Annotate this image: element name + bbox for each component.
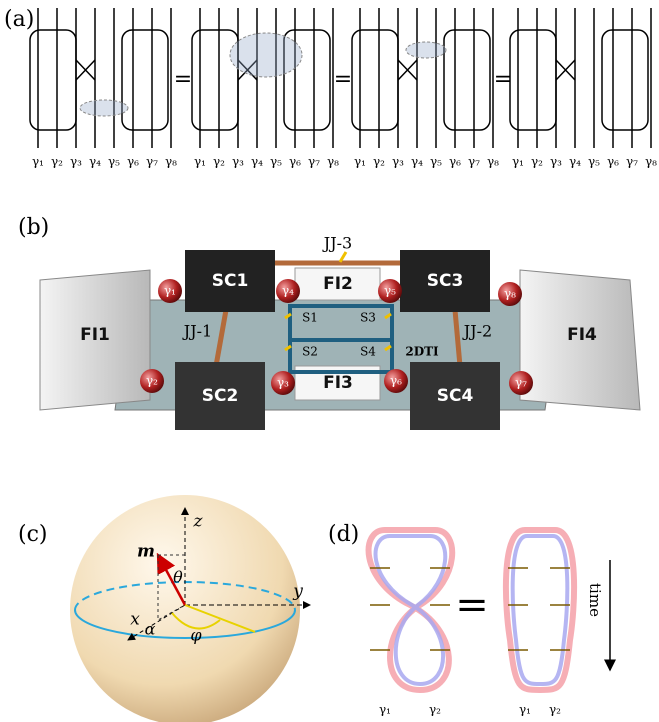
crossing — [556, 60, 575, 80]
braid-box — [122, 30, 168, 130]
angle-label: φ — [190, 626, 202, 645]
braid-box — [444, 30, 490, 130]
gamma-label: γ₆ — [607, 155, 619, 169]
gamma-label: γ₇ — [626, 155, 638, 169]
junction-label: JJ-2 — [462, 322, 492, 341]
majorana-label: γ₇ — [515, 376, 527, 390]
gamma-label: γ₃ — [70, 155, 82, 169]
gamma-label: γ₁ — [194, 155, 206, 169]
panel-label: (b) — [18, 215, 49, 240]
braid-box — [30, 30, 76, 130]
gamma-label: γ₈ — [487, 155, 499, 169]
braid-diagram — [30, 8, 171, 148]
majorana-label: γ₁ — [164, 284, 176, 298]
gamma-label: γ₂ — [373, 155, 385, 169]
switch-label: S4 — [360, 345, 376, 359]
crossing — [76, 60, 95, 80]
panel-label: (a) — [4, 7, 34, 32]
gamma-label: γ₁ — [512, 155, 524, 169]
figure: (a) (b) (c) (d) = time γ₁γ₂γ₃γ₄γ — [0, 0, 659, 722]
majorana-label: γ₃ — [277, 376, 289, 390]
fi-label: FI1 — [80, 325, 110, 345]
gamma-label: γ₅ — [108, 155, 120, 169]
switch-label: S3 — [360, 311, 376, 325]
gamma-label: γ₆ — [127, 155, 139, 169]
gamma-label: γ₁ — [379, 703, 391, 717]
majorana-label: γ₂ — [146, 374, 158, 388]
angle-label: θ — [173, 568, 183, 587]
gamma-label: γ₄ — [411, 155, 423, 169]
equals: = — [455, 582, 489, 628]
gamma-label: γ₅ — [430, 155, 442, 169]
gamma-label: γ₁ — [354, 155, 366, 169]
gamma-label: γ₁ — [519, 703, 531, 717]
time-label: time — [586, 583, 604, 617]
gamma-label: γ₈ — [327, 155, 339, 169]
braid-box — [510, 30, 556, 130]
gamma-label: γ₂ — [213, 155, 225, 169]
axis-label: y — [292, 582, 303, 602]
sc-label: SC4 — [437, 386, 474, 406]
braid-box — [352, 30, 398, 130]
panel-label: (c) — [18, 522, 48, 547]
gamma-label: γ₈ — [165, 155, 177, 169]
majorana-label: γ₈ — [504, 287, 516, 301]
highlight — [230, 33, 302, 77]
crossing — [398, 60, 417, 80]
gamma-label: γ₈ — [645, 155, 657, 169]
gamma-label: γ₆ — [289, 155, 301, 169]
panel-label: (d) — [328, 522, 359, 547]
sc-label: SC2 — [202, 386, 239, 406]
braid-diagram — [192, 8, 333, 148]
axis-label: x — [130, 610, 140, 630]
gamma-label: γ₃ — [232, 155, 244, 169]
sphere — [70, 495, 300, 722]
gamma-label: γ₇ — [468, 155, 480, 169]
gamma-label: γ₇ — [308, 155, 320, 169]
fi-label: FI4 — [567, 325, 597, 345]
switch-label: S1 — [302, 311, 318, 325]
gamma-label: γ₃ — [550, 155, 562, 169]
highlight — [80, 100, 128, 116]
material-label: 2DTI — [405, 345, 439, 359]
majorana-label: γ₅ — [384, 284, 396, 298]
gamma-label: γ₂ — [51, 155, 63, 169]
vector-label: m — [137, 542, 155, 562]
equals: = — [334, 67, 352, 92]
braid-box — [602, 30, 648, 130]
equals: = — [174, 67, 192, 92]
gamma-label: γ₅ — [588, 155, 600, 169]
gamma-label: γ₇ — [146, 155, 158, 169]
highlight — [406, 42, 446, 58]
sc-label: SC3 — [427, 271, 464, 291]
gamma-label: γ₂ — [549, 703, 561, 717]
fi-label: FI2 — [323, 274, 353, 294]
gamma-label: γ₄ — [89, 155, 101, 169]
gamma-label: γ₂ — [531, 155, 543, 169]
junction-label: JJ-1 — [182, 322, 212, 341]
braid-diagram — [510, 8, 651, 148]
switch-label: S2 — [302, 345, 318, 359]
gamma-label: γ₁ — [32, 155, 44, 169]
gamma-label: γ₃ — [392, 155, 404, 169]
equals: = — [494, 67, 512, 92]
gamma-label: γ₄ — [251, 155, 263, 169]
braid-box — [192, 30, 238, 130]
fi-label: FI3 — [323, 373, 353, 393]
gamma-label: γ₆ — [449, 155, 461, 169]
majorana-label: γ₄ — [282, 284, 294, 298]
majorana-label: γ₆ — [390, 374, 402, 388]
junction-label: JJ-3 — [322, 234, 352, 253]
sc-label: SC1 — [212, 271, 249, 291]
angle-label: α — [145, 620, 156, 639]
axis-label: z — [193, 512, 204, 532]
braid-diagram — [352, 8, 493, 148]
gamma-label: γ₅ — [270, 155, 282, 169]
gamma-label: γ₄ — [569, 155, 581, 169]
gamma-label: γ₂ — [429, 703, 441, 717]
